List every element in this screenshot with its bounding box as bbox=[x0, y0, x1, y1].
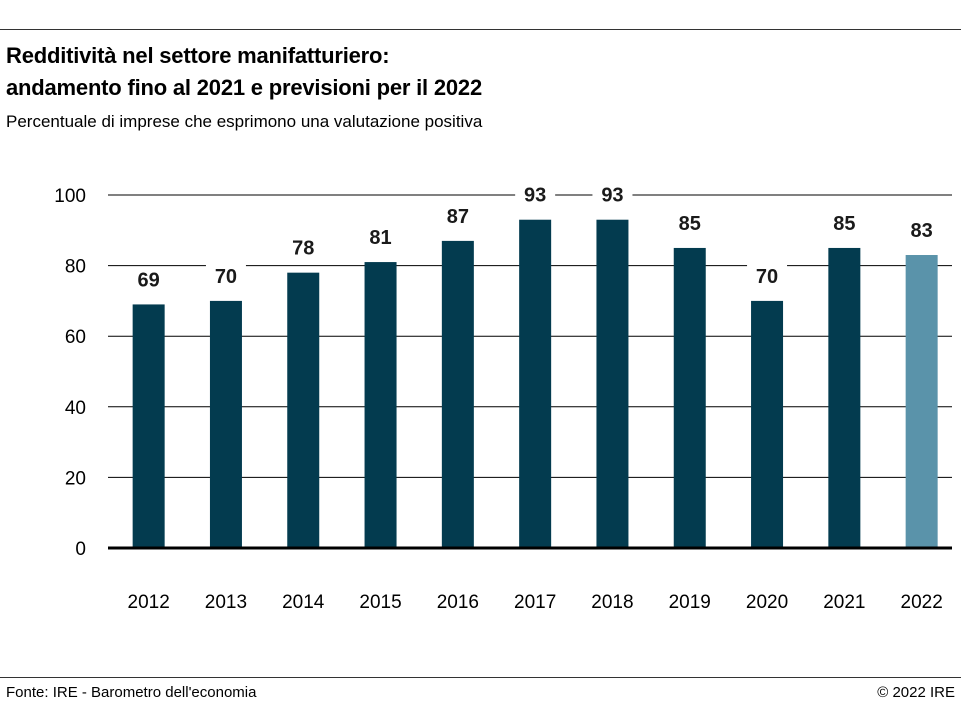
x-tick-label: 2014 bbox=[282, 592, 325, 613]
data-label: 93 bbox=[524, 185, 546, 207]
data-label-background bbox=[128, 267, 169, 294]
bar bbox=[287, 272, 320, 548]
y-tick-label: 40 bbox=[65, 398, 86, 419]
y-tick-label: 80 bbox=[65, 257, 86, 278]
x-tick-label: 2012 bbox=[128, 592, 170, 613]
title-line-2: andamento fino al 2021 e previsioni per … bbox=[6, 75, 483, 100]
title-line-1: Redditività nel settore manifatturiero: bbox=[6, 43, 390, 68]
y-tick-label: 0 bbox=[75, 539, 86, 560]
data-label-background bbox=[747, 263, 788, 290]
bar bbox=[209, 300, 242, 548]
x-tick-label: 2019 bbox=[669, 592, 711, 613]
x-tick-label: 2013 bbox=[205, 592, 247, 613]
x-tick-label: 2015 bbox=[359, 592, 401, 613]
x-tick-label: 2020 bbox=[746, 592, 788, 613]
data-label: 78 bbox=[292, 238, 314, 260]
data-label-background bbox=[592, 182, 633, 209]
top-rule bbox=[0, 29, 961, 30]
chart-title: Redditività nel settore manifatturiero: … bbox=[6, 40, 482, 104]
y-tick-label: 20 bbox=[65, 468, 86, 489]
bar bbox=[828, 247, 861, 548]
data-label: 70 bbox=[215, 266, 237, 288]
data-label: 69 bbox=[138, 269, 160, 291]
data-label-background bbox=[669, 210, 710, 237]
bar bbox=[519, 219, 552, 548]
chart-subtitle: Percentuale di imprese che esprimono una… bbox=[6, 112, 483, 131]
data-label-background bbox=[824, 210, 865, 237]
data-label-background bbox=[283, 235, 324, 262]
data-label-background bbox=[360, 225, 401, 252]
source-note: Fonte: IRE - Barometro dell'economia bbox=[6, 684, 257, 701]
y-tick-label: 60 bbox=[65, 327, 86, 348]
data-label: 85 bbox=[833, 213, 855, 235]
x-tick-label: 2022 bbox=[901, 592, 943, 613]
x-tick-label: 2016 bbox=[437, 592, 479, 613]
data-label-background bbox=[205, 263, 246, 290]
data-label: 70 bbox=[756, 266, 778, 288]
x-tick-label: 2018 bbox=[591, 592, 633, 613]
data-label: 81 bbox=[369, 227, 391, 249]
bar bbox=[132, 304, 165, 548]
bar bbox=[673, 247, 706, 548]
bar bbox=[596, 219, 629, 548]
data-label: 93 bbox=[601, 185, 623, 207]
bar bbox=[364, 262, 397, 548]
data-label-background bbox=[437, 203, 478, 230]
bottom-rule bbox=[0, 677, 961, 678]
data-label-background bbox=[901, 218, 942, 245]
bar bbox=[905, 255, 938, 548]
bar bbox=[751, 300, 784, 548]
bar-chart: 0 20 40 60 80 100 69 2012 70 2013 78 2014 81 2015 87 20… bbox=[54, 182, 952, 613]
x-tick-label: 2017 bbox=[514, 592, 556, 613]
x-tick-label: 2021 bbox=[823, 592, 865, 613]
data-label: 83 bbox=[911, 220, 933, 242]
bar bbox=[441, 240, 474, 548]
data-label-background bbox=[515, 182, 556, 209]
data-label: 87 bbox=[447, 206, 469, 228]
copyright-note: © 2022 IRE bbox=[877, 684, 955, 701]
data-label: 85 bbox=[679, 213, 701, 235]
y-tick-label: 100 bbox=[54, 186, 86, 207]
